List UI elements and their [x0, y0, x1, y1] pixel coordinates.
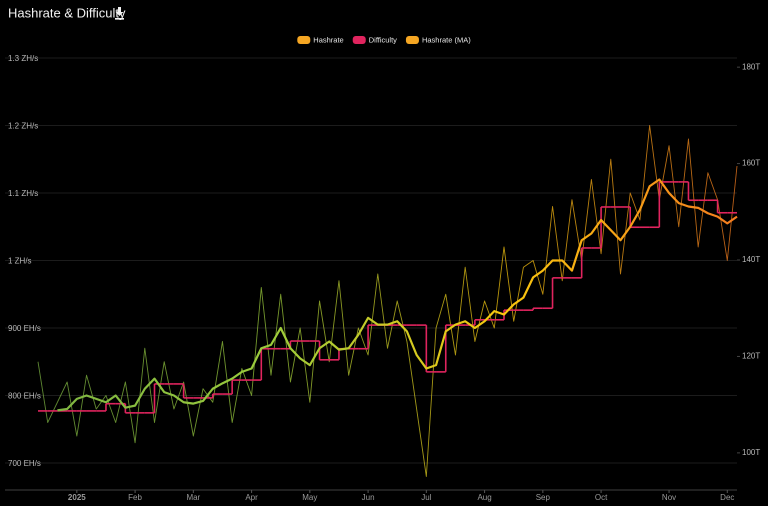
legend-swatch: [352, 36, 366, 44]
y2-tick-label: 160T: [742, 159, 760, 168]
x-tick-label: Mar: [186, 493, 200, 502]
hashrate-line: [37, 125, 738, 477]
x-tick-label: Sep: [536, 493, 551, 502]
x-tick-label: Aug: [477, 493, 491, 502]
y-tick-label: 1.1 ZH/s: [8, 189, 38, 198]
x-tick-label: Oct: [595, 493, 608, 502]
difficulty-line: [38, 181, 737, 414]
x-tick-label: 2025: [68, 493, 86, 502]
x-tick-label: Jun: [362, 493, 375, 502]
hashrate-ma-line: [57, 178, 738, 412]
y2-tick-label: 140T: [742, 255, 760, 264]
x-tick-label: Apr: [245, 493, 258, 502]
x-tick-label: Nov: [662, 493, 676, 502]
y-tick-label: 1 ZH/s: [8, 257, 32, 266]
download-button[interactable]: [115, 7, 124, 20]
legend-label: Hashrate: [313, 35, 343, 44]
chart-title: Hashrate & Difficulty: [8, 5, 126, 20]
legend-label: Hashrate (MA): [422, 35, 471, 44]
x-tick-label: Jul: [421, 493, 431, 502]
y-tick-label: 1.3 ZH/s: [8, 54, 38, 63]
legend-swatch: [297, 36, 311, 44]
x-tick-label: Dec: [720, 493, 734, 502]
legend-swatch: [405, 36, 419, 44]
legend: Hashrate Difficulty Hashrate (MA): [297, 35, 471, 44]
x-tick-label: Feb: [128, 493, 142, 502]
legend-label: Difficulty: [369, 35, 397, 44]
y-tick-label: 900 EH/s: [8, 324, 41, 333]
y2-tick-label: 120T: [742, 352, 760, 361]
download-icon: [115, 7, 124, 20]
x-tick-label: May: [302, 493, 317, 502]
y-tick-label: 700 EH/s: [8, 459, 41, 468]
y2-tick-label: 100T: [742, 448, 760, 457]
y-tick-label: 800 EH/s: [8, 392, 41, 401]
y-tick-label: 1.2 ZH/s: [8, 122, 38, 131]
y2-tick-label: 180T: [742, 62, 760, 71]
